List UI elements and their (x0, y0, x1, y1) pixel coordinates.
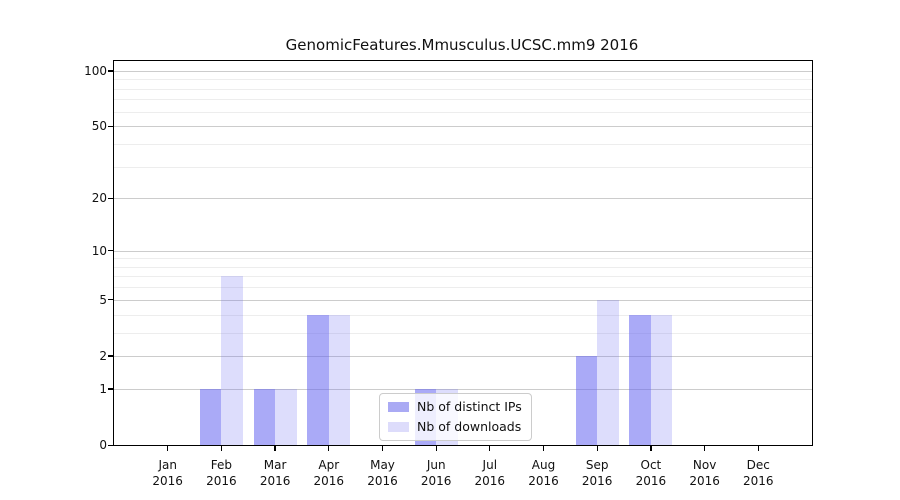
y-tick-label: 0 (99, 438, 107, 452)
y-gridline-major (114, 126, 812, 128)
x-tick-label: Jun 2016 (420, 458, 452, 488)
legend-swatch-distinct-ips (388, 402, 409, 412)
x-tick-label: Jul 2016 (474, 458, 506, 488)
y-gridline-minor (114, 258, 812, 260)
x-tick-mark (489, 446, 491, 452)
x-tick-mark (650, 446, 652, 452)
y-tick-mark (107, 444, 113, 446)
chart-title: GenomicFeatures.Mmusculus.UCSC.mm9 2016 (285, 36, 639, 54)
y-gridline-minor (114, 99, 812, 101)
bar-downloads (650, 314, 673, 445)
x-tick-label: May 2016 (367, 458, 398, 488)
y-gridline-major (114, 299, 812, 301)
y-tick-label: 2 (99, 348, 107, 363)
y-tick-label: 5 (99, 292, 107, 307)
y-tick-mark (107, 70, 113, 72)
bar-distinct-ips (307, 314, 329, 445)
x-tick-label: Feb 2016 (206, 458, 237, 488)
x-tick-mark (757, 446, 759, 452)
x-tick-label: Aug 2016 (528, 458, 559, 488)
bar-distinct-ips (575, 355, 598, 445)
x-tick-mark (220, 446, 222, 452)
x-tick-label: Jan 2016 (152, 458, 183, 488)
y-tick-mark (107, 299, 113, 301)
bar-distinct-ips (253, 388, 276, 445)
y-tick-label: 50 (91, 119, 107, 134)
x-tick-mark (274, 446, 276, 452)
bar-downloads (328, 314, 351, 445)
x-tick-mark (596, 446, 598, 452)
x-tick-label: Mar 2016 (259, 458, 291, 488)
y-gridline-minor (114, 166, 812, 168)
y-gridline-minor (114, 143, 812, 145)
y-gridline-minor (114, 314, 812, 316)
bar-downloads (275, 388, 297, 445)
x-tick-mark (435, 446, 437, 452)
y-tick-label: 10 (91, 243, 107, 258)
y-tick-label: 1 (99, 381, 107, 396)
y-tick-mark (107, 197, 113, 199)
plot-area: Nb of distinct IPs Nb of downloads 0 1 2 5 1… (84, 60, 813, 488)
y-gridline-major (114, 355, 812, 357)
y-gridline-minor (114, 266, 812, 268)
legend-swatch-downloads (388, 422, 409, 432)
y-gridline-minor (114, 79, 812, 81)
x-tick-label: Oct 2016 (635, 458, 667, 488)
x-tick-mark (381, 446, 384, 452)
y-tick-mark (107, 388, 113, 390)
x-tick-mark (542, 446, 545, 452)
y-tick-mark (107, 355, 113, 357)
y-gridline-minor (114, 332, 812, 334)
bar-downloads (221, 276, 243, 445)
y-tick-label: 100 (84, 63, 107, 78)
y-gridline-major (114, 388, 812, 390)
legend: Nb of distinct IPs Nb of downloads (379, 393, 532, 441)
bar-distinct-ips (629, 314, 651, 445)
bar-distinct-ips (199, 388, 222, 445)
x-tick-label: Apr 2016 (313, 458, 345, 488)
x-tick-label: Sep 2016 (581, 458, 613, 488)
y-tick-mark (107, 125, 113, 127)
y-gridline-minor (114, 287, 812, 289)
legend-label-downloads: Nb of downloads (417, 419, 522, 434)
x-tick-mark (704, 446, 706, 452)
x-tick-mark (328, 446, 330, 452)
legend-item-downloads: Nb of downloads (388, 419, 522, 435)
legend-label-distinct-ips: Nb of distinct IPs (417, 399, 522, 414)
y-gridline-major (114, 70, 812, 72)
x-tick-mark (167, 446, 169, 452)
y-gridline-minor (114, 111, 812, 113)
y-gridline-minor (114, 276, 812, 278)
x-tick-label: Nov 2016 (689, 458, 720, 488)
legend-item-distinct-ips: Nb of distinct IPs (388, 399, 522, 415)
y-tick-label: 20 (91, 191, 107, 206)
y-tick-mark (107, 250, 113, 252)
y-gridline-major (114, 250, 812, 252)
y-gridline-minor (114, 88, 812, 90)
y-gridline-major (114, 198, 812, 200)
bar-downloads (597, 299, 619, 445)
x-tick-label: Dec 2016 (743, 458, 774, 488)
